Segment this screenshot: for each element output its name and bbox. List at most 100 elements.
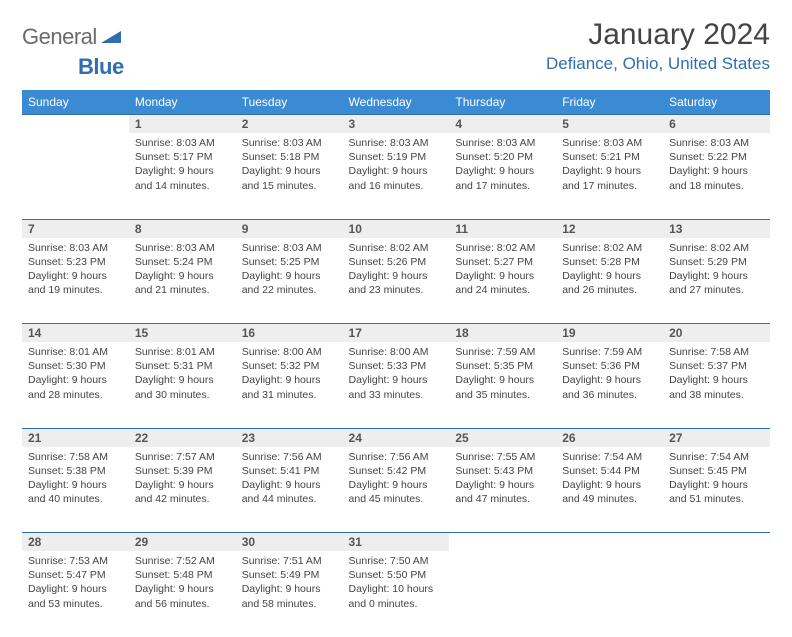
sunrise-line: Sunrise: 8:03 AM (242, 241, 337, 255)
day-number: 15 (129, 324, 236, 342)
day-number-cell: 21 (22, 428, 129, 447)
day-body: Sunrise: 7:53 AMSunset: 5:47 PMDaylight:… (22, 551, 129, 617)
sunrise-line: Sunrise: 8:01 AM (135, 345, 230, 359)
day-number-cell (22, 115, 129, 134)
day-body: Sunrise: 8:01 AMSunset: 5:31 PMDaylight:… (129, 342, 236, 408)
day-content-cell (449, 551, 556, 637)
day-content-cell: Sunrise: 8:03 AMSunset: 5:23 PMDaylight:… (22, 238, 129, 324)
day-number-cell: 28 (22, 533, 129, 552)
day-body: Sunrise: 7:58 AMSunset: 5:38 PMDaylight:… (22, 447, 129, 513)
day-number: 25 (449, 429, 556, 447)
day-body: Sunrise: 8:02 AMSunset: 5:26 PMDaylight:… (343, 238, 450, 304)
weekday-header: Monday (129, 90, 236, 115)
day-content-cell: Sunrise: 8:03 AMSunset: 5:18 PMDaylight:… (236, 133, 343, 219)
daylight-line: Daylight: 9 hours and 15 minutes. (242, 164, 337, 192)
title-block: January 2024 Defiance, Ohio, United Stat… (546, 18, 770, 74)
day-content-cell: Sunrise: 7:50 AMSunset: 5:50 PMDaylight:… (343, 551, 450, 637)
day-number (449, 533, 556, 551)
day-content-cell: Sunrise: 7:56 AMSunset: 5:42 PMDaylight:… (343, 447, 450, 533)
weekday-header: Tuesday (236, 90, 343, 115)
day-number (556, 533, 663, 551)
location: Defiance, Ohio, United States (546, 54, 770, 74)
day-number-cell: 16 (236, 324, 343, 343)
sunrise-line: Sunrise: 7:59 AM (455, 345, 550, 359)
daynum-row: 78910111213 (22, 219, 770, 238)
sunrise-line: Sunrise: 8:02 AM (562, 241, 657, 255)
daylight-line: Daylight: 9 hours and 16 minutes. (349, 164, 444, 192)
daylight-line: Daylight: 9 hours and 40 minutes. (28, 478, 123, 506)
daylight-line: Daylight: 10 hours and 0 minutes. (349, 582, 444, 610)
daylight-line: Daylight: 9 hours and 36 minutes. (562, 373, 657, 401)
day-number-cell: 19 (556, 324, 663, 343)
day-number: 24 (343, 429, 450, 447)
day-number-cell: 1 (129, 115, 236, 134)
day-number: 18 (449, 324, 556, 342)
day-body: Sunrise: 8:03 AMSunset: 5:24 PMDaylight:… (129, 238, 236, 304)
day-number: 28 (22, 533, 129, 551)
day-body: Sunrise: 8:03 AMSunset: 5:23 PMDaylight:… (22, 238, 129, 304)
sunrise-line: Sunrise: 7:54 AM (669, 450, 764, 464)
day-number-cell: 12 (556, 219, 663, 238)
day-number-cell: 22 (129, 428, 236, 447)
sunset-line: Sunset: 5:47 PM (28, 568, 123, 582)
day-number: 10 (343, 220, 450, 238)
sunset-line: Sunset: 5:30 PM (28, 359, 123, 373)
day-content-cell: Sunrise: 7:59 AMSunset: 5:35 PMDaylight:… (449, 342, 556, 428)
day-content-cell: Sunrise: 8:02 AMSunset: 5:28 PMDaylight:… (556, 238, 663, 324)
day-content-cell: Sunrise: 8:01 AMSunset: 5:30 PMDaylight:… (22, 342, 129, 428)
day-number: 30 (236, 533, 343, 551)
day-number-cell: 8 (129, 219, 236, 238)
sunrise-line: Sunrise: 7:53 AM (28, 554, 123, 568)
month-title: January 2024 (546, 18, 770, 52)
daylight-line: Daylight: 9 hours and 19 minutes. (28, 269, 123, 297)
day-body: Sunrise: 8:02 AMSunset: 5:29 PMDaylight:… (663, 238, 770, 304)
day-number: 6 (663, 115, 770, 133)
sunset-line: Sunset: 5:44 PM (562, 464, 657, 478)
content-row: Sunrise: 7:53 AMSunset: 5:47 PM Daylight:… (22, 551, 770, 637)
day-number: 3 (343, 115, 450, 133)
content-row: Sunrise: 8:01 AMSunset: 5:30 PMDaylight:… (22, 342, 770, 428)
day-number-cell: 13 (663, 219, 770, 238)
daylight-line: Daylight: 9 hours and 22 minutes. (242, 269, 337, 297)
day-number-cell: 6 (663, 115, 770, 134)
day-body: Sunrise: 8:00 AMSunset: 5:32 PMDaylight:… (236, 342, 343, 408)
sunrise-line: Sunrise: 8:03 AM (28, 241, 123, 255)
day-content-cell: Sunrise: 7:51 AMSunset: 5:49 PMDaylight:… (236, 551, 343, 637)
daynum-row: 28293031 (22, 533, 770, 552)
weekday-row: SundayMondayTuesdayWednesdayThursdayFrid… (22, 90, 770, 115)
daylight-line: Daylight: 9 hours and 26 minutes. (562, 269, 657, 297)
day-number-cell (663, 533, 770, 552)
day-body: Sunrise: 7:59 AMSunset: 5:36 PMDaylight:… (556, 342, 663, 408)
sunrise-line: Sunrise: 7:50 AM (349, 554, 444, 568)
day-content-cell: Sunrise: 8:00 AMSunset: 5:33 PMDaylight:… (343, 342, 450, 428)
calendar-body: 123456Sunrise: 8:03 AMSunset: 5:17 PMDay… (22, 115, 770, 637)
daylight-line: Daylight: 9 hours and 24 minutes. (455, 269, 550, 297)
daylight-line: Daylight: 9 hours and 33 minutes. (349, 373, 444, 401)
day-body: Sunrise: 7:55 AMSunset: 5:43 PMDaylight:… (449, 447, 556, 513)
day-number-cell: 30 (236, 533, 343, 552)
sunset-line: Sunset: 5:36 PM (562, 359, 657, 373)
sunrise-line: Sunrise: 8:03 AM (135, 136, 230, 150)
day-number: 13 (663, 220, 770, 238)
daylight-line: Daylight: 9 hours and 49 minutes. (562, 478, 657, 506)
sunrise-line: Sunrise: 8:02 AM (349, 241, 444, 255)
day-number-cell: 23 (236, 428, 343, 447)
day-body: Sunrise: 7:54 AMSunset: 5:45 PMDaylight:… (663, 447, 770, 513)
sunrise-line: Sunrise: 7:57 AM (135, 450, 230, 464)
daylight-line: Daylight: 9 hours and 21 minutes. (135, 269, 230, 297)
day-number: 29 (129, 533, 236, 551)
sunrise-line: Sunrise: 8:03 AM (562, 136, 657, 150)
day-body: Sunrise: 8:03 AMSunset: 5:25 PMDaylight:… (236, 238, 343, 304)
day-body: Sunrise: 7:58 AMSunset: 5:37 PMDaylight:… (663, 342, 770, 408)
sunrise-line: Sunrise: 7:56 AM (349, 450, 444, 464)
daylight-line: Daylight: 9 hours and 28 minutes. (28, 373, 123, 401)
day-content-cell: Sunrise: 8:03 AMSunset: 5:22 PMDaylight:… (663, 133, 770, 219)
sunrise-line: Sunrise: 7:59 AM (562, 345, 657, 359)
day-number: 1 (129, 115, 236, 133)
daylight-line: Daylight: 9 hours and 45 minutes. (349, 478, 444, 506)
day-content-cell (663, 551, 770, 637)
daylight-line: Daylight: 9 hours and 44 minutes. (242, 478, 337, 506)
sunrise-line: Sunrise: 8:03 AM (455, 136, 550, 150)
sunset-line: Sunset: 5:50 PM (349, 568, 444, 582)
day-number: 4 (449, 115, 556, 133)
